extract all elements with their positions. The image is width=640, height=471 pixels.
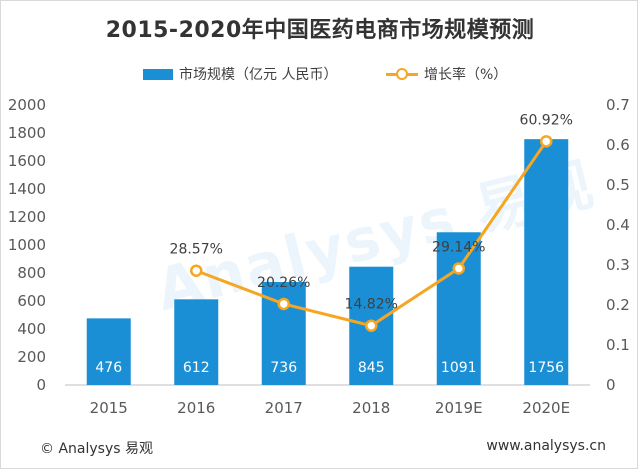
y-left-tick-label: 1000 [8, 236, 46, 254]
legend-label-market-size: 市场规模（亿元 人民币） [179, 67, 338, 83]
x-tick-label: 2018 [352, 399, 390, 417]
growth-rate-label: 28.57% [170, 242, 223, 258]
bar-2015 [86, 318, 131, 385]
y-left-tick-label: 200 [17, 348, 46, 366]
y-left-tick-label: 1800 [8, 124, 46, 142]
footer-copyright: © Analysys 易观 [40, 441, 153, 457]
y-right-tick-label: 0.3 [606, 256, 630, 274]
growth-rate-point [452, 262, 465, 275]
legend-item-growth-rate: 增长率（%） [386, 64, 507, 84]
growth-rate-point [540, 135, 553, 148]
chart-legend: 市场规模（亿元 人民币） 增长率（%） [0, 64, 640, 86]
y-left-tick-label: 1400 [8, 180, 46, 198]
x-tick-label: 2019E [435, 399, 483, 417]
y-right-tick-label: 0.2 [606, 296, 630, 314]
growth-rate-label: 60.92% [520, 112, 573, 128]
growth-rate-point [365, 319, 378, 332]
chart-title: 2015-2020年中国医药电商市场规模预测 [105, 18, 535, 43]
growth-rate-label: 20.26% [257, 275, 310, 291]
x-tick-label: 2015 [90, 399, 128, 417]
legend-bar-swatch [143, 68, 173, 80]
legend-label-growth-rate: 增长率（%） [424, 67, 508, 83]
growth-rate-point [277, 297, 290, 311]
x-tick-label: 2017 [265, 399, 303, 417]
bar-data-label: 845 [358, 360, 385, 376]
y-right-tick-label: 0.7 [606, 96, 630, 114]
bar-data-label: 476 [95, 360, 122, 376]
y-left-tick-label: 2000 [8, 96, 46, 114]
y-left-tick-label: 800 [17, 264, 46, 282]
x-tick-label: 2016 [177, 399, 215, 417]
y-left-tick-label: 1600 [8, 152, 46, 170]
bar-2016 [174, 299, 219, 385]
bar-2020E [524, 139, 569, 385]
y-right-tick-label: 0.1 [606, 336, 630, 354]
y-right-tick-label: 0.4 [606, 216, 630, 234]
y-right-tick-label: 0.6 [606, 136, 630, 154]
bar-data-label: 1091 [441, 360, 477, 376]
legend-line-swatch [386, 68, 418, 80]
bar-data-label: 1756 [528, 360, 564, 376]
y-left-tick-label: 0 [36, 376, 46, 394]
growth-rate-label: 14.82% [345, 297, 398, 313]
y-right-tick-label: 0.5 [606, 176, 630, 194]
y-left-tick-label: 400 [17, 320, 46, 338]
x-tick-label: 2020E [522, 399, 570, 417]
y-left-tick-label: 1200 [8, 208, 46, 226]
y-right-tick-label: 0 [606, 376, 616, 394]
y-left-tick-label: 600 [17, 292, 46, 310]
growth-rate-point [190, 264, 203, 277]
bar-data-label: 736 [270, 360, 297, 376]
footer-url: www.analysys.cn [486, 438, 606, 454]
legend-item-market-size: 市场规模（亿元 人民币） [143, 64, 337, 84]
bar-2019E [436, 232, 481, 385]
bar-data-label: 612 [183, 360, 210, 376]
growth-rate-label: 29.14% [432, 239, 485, 255]
